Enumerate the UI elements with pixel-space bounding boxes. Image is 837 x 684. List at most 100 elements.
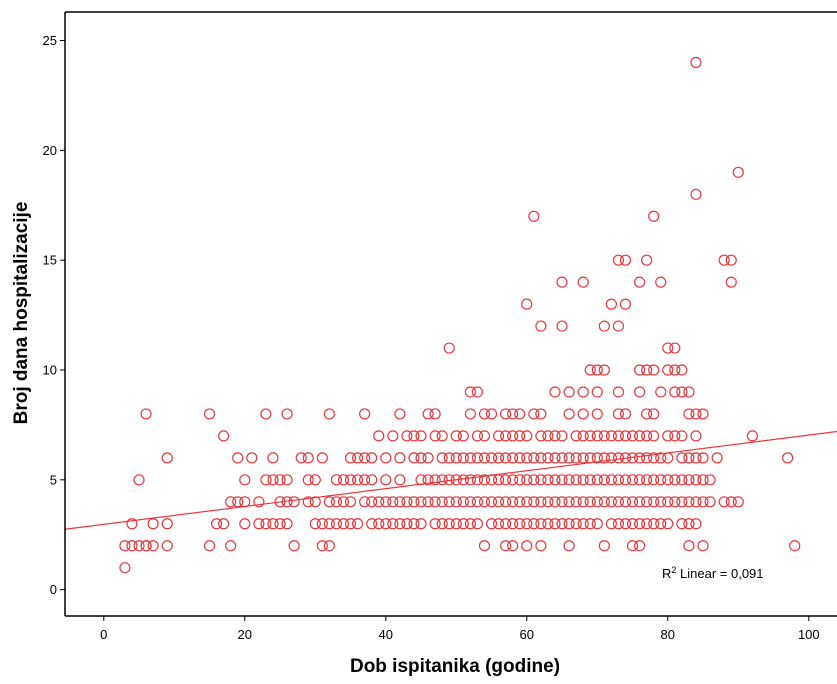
- data-point: [422, 408, 434, 420]
- data-point: [662, 496, 674, 508]
- data-point: [605, 298, 617, 310]
- data-point: [471, 452, 484, 464]
- data-point: [556, 496, 568, 508]
- data-point: [521, 540, 533, 552]
- data-point: [563, 540, 575, 552]
- data-point: [415, 496, 427, 508]
- y-tick-label: 15: [43, 253, 57, 268]
- data-point: [711, 452, 723, 464]
- data-point: [633, 518, 646, 530]
- data-point: [542, 496, 554, 508]
- data-point: [436, 518, 448, 530]
- data-point: [612, 474, 625, 486]
- data-point: [500, 518, 512, 530]
- data-point: [556, 320, 568, 332]
- data-point: [485, 408, 498, 420]
- data-point: [697, 474, 709, 486]
- data-point: [253, 496, 265, 508]
- data-point: [140, 540, 152, 552]
- data-point: [570, 496, 582, 508]
- data-point: [633, 386, 646, 398]
- data-point: [648, 210, 660, 222]
- data-point: [563, 408, 575, 420]
- data-point: [542, 430, 554, 442]
- data-point: [535, 496, 547, 508]
- data-point: [471, 386, 484, 398]
- data-point: [521, 430, 533, 442]
- data-point: [422, 452, 434, 464]
- data-point: [500, 540, 512, 552]
- data-point: [316, 540, 328, 552]
- data-point: [690, 474, 702, 486]
- data-point: [655, 386, 667, 398]
- data-point: [429, 408, 441, 420]
- data-point: [337, 518, 350, 530]
- data-point: [147, 540, 159, 552]
- data-point: [239, 496, 251, 508]
- data-point: [457, 474, 469, 486]
- data-point: [507, 408, 519, 420]
- data-point: [612, 452, 625, 464]
- data-point: [274, 496, 286, 508]
- data-point: [577, 496, 589, 508]
- data-point: [563, 386, 575, 398]
- data-point: [373, 518, 385, 530]
- data-point: [309, 496, 321, 508]
- data-point: [641, 518, 653, 530]
- data-point: [408, 518, 420, 530]
- data-point: [669, 430, 681, 442]
- data-point: [485, 474, 498, 486]
- data-point: [605, 474, 617, 486]
- data-point: [450, 430, 462, 442]
- data-point: [641, 254, 653, 266]
- data-point: [591, 386, 603, 398]
- data-point: [514, 430, 526, 442]
- data-point: [584, 518, 596, 530]
- x-tick-label: 100: [798, 627, 820, 642]
- data-point: [591, 364, 603, 376]
- data-point: [500, 474, 512, 486]
- data-point: [260, 474, 272, 486]
- r-label: R: [662, 566, 671, 581]
- data-point: [718, 496, 730, 508]
- data-point: [535, 540, 547, 552]
- data-point: [415, 430, 427, 442]
- data-point: [725, 496, 737, 508]
- data-point: [591, 474, 603, 486]
- data-point: [344, 518, 357, 530]
- data-point: [704, 474, 716, 486]
- data-point: [542, 518, 554, 530]
- data-point: [330, 474, 343, 486]
- data-point: [380, 452, 392, 464]
- data-point: [549, 452, 561, 464]
- data-point: [239, 518, 251, 530]
- data-point: [633, 452, 646, 464]
- data-point: [457, 518, 469, 530]
- data-point: [683, 408, 695, 420]
- data-point: [633, 474, 646, 486]
- data-point: [612, 254, 625, 266]
- data-point: [683, 496, 695, 508]
- data-point: [633, 430, 646, 442]
- data-point: [464, 474, 476, 486]
- data-point: [323, 518, 335, 530]
- data-point: [535, 474, 547, 486]
- data-point: [648, 474, 660, 486]
- data-point: [394, 452, 406, 464]
- data-point: [626, 430, 639, 442]
- data-point: [697, 408, 709, 420]
- data-point: [612, 386, 625, 398]
- data-point: [676, 430, 688, 442]
- data-point: [133, 474, 145, 486]
- data-point: [655, 276, 667, 288]
- data-point: [789, 540, 801, 552]
- data-point: [570, 518, 582, 530]
- data-point: [443, 474, 455, 486]
- r-squared-text: Linear = 0,091: [676, 566, 763, 581]
- data-point: [605, 452, 617, 464]
- data-point: [387, 496, 399, 508]
- data-point: [669, 386, 681, 398]
- data-point: [570, 474, 582, 486]
- x-tick-label: 20: [238, 627, 252, 642]
- data-point: [626, 518, 639, 530]
